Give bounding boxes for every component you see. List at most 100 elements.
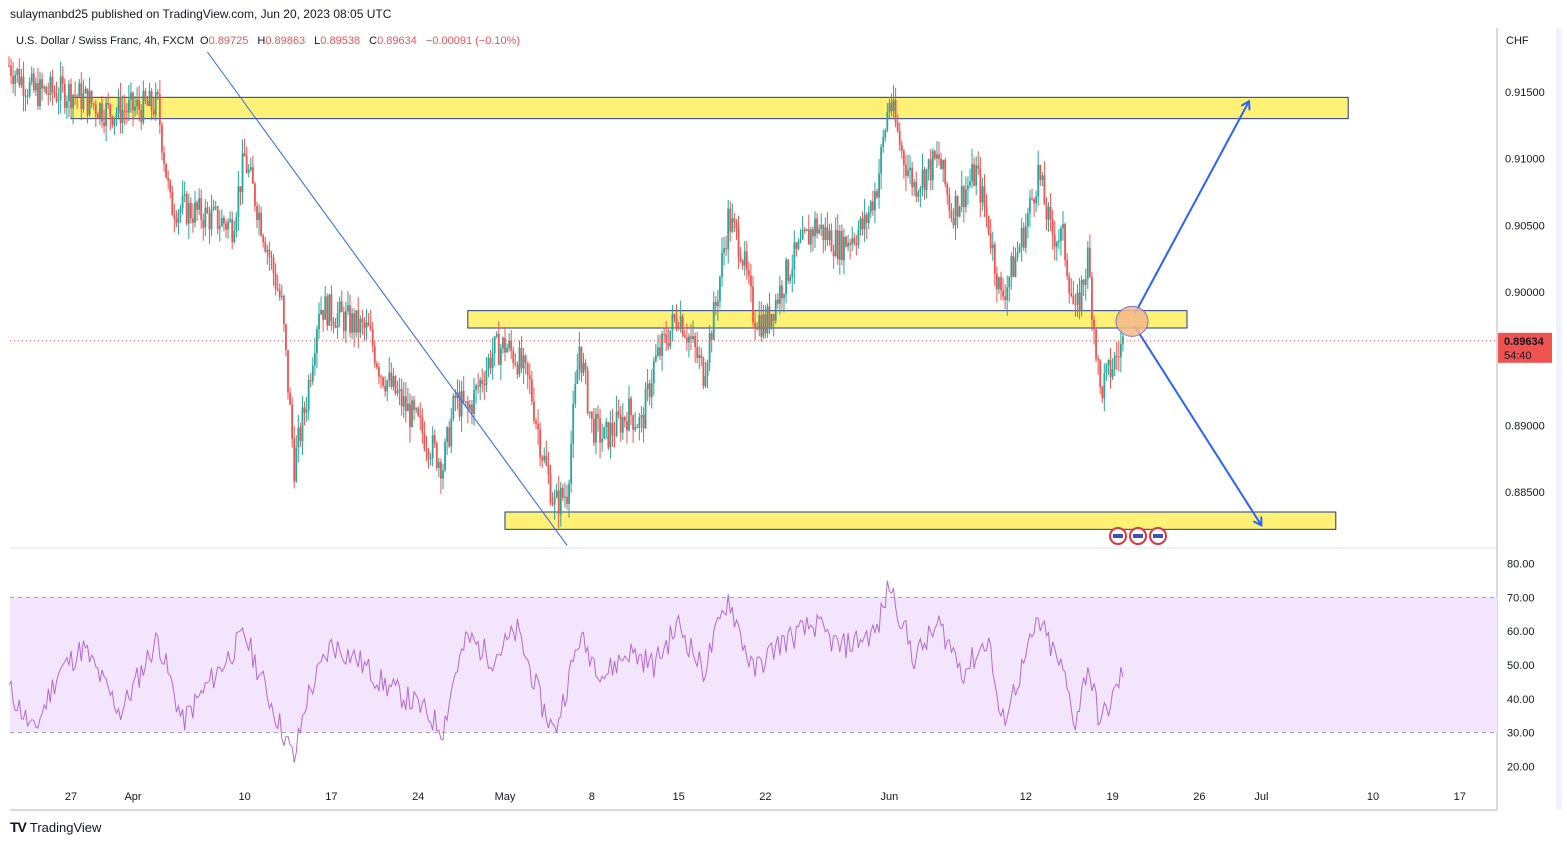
candle-body-260 [545,455,548,465]
candle-body-349 [729,208,732,232]
candle-body-480 [1000,277,1002,291]
candle-body-179 [378,367,380,377]
candle-body-441 [919,187,922,193]
candle-body-148 [313,352,316,366]
candle-body-392 [818,229,821,234]
candle-body-8 [24,95,27,97]
candle-body-82 [177,212,180,223]
candle-body-81 [175,218,178,223]
candle-body-235 [493,336,496,354]
candle-body-373 [778,285,781,304]
candle-body-266 [557,490,560,515]
candle-body-468 [975,165,978,186]
low-label: L [314,35,321,47]
low-value: 0.89538 [320,35,361,47]
candle-body-279 [584,362,587,370]
candle-body-356 [743,251,746,266]
candle-body-425 [886,112,889,131]
candle-body-364 [760,315,763,337]
candle-body-245 [514,363,517,365]
candle-body-538 [1119,343,1122,358]
candle-body-147 [311,365,314,382]
candle-body-340 [710,333,713,340]
symbol-label: U.S. Dollar / Swiss Franc, 4h, FXCM [16,35,194,47]
candle-body-326 [681,316,684,336]
candle-body-463 [964,189,967,208]
candle-body-174 [367,322,370,326]
candle-body-495 [1031,197,1033,200]
candle-body-166 [351,313,353,333]
candle-body-175 [369,325,372,330]
candle-body-52 [115,112,118,118]
candle-body-19 [47,93,50,95]
candle-body-265 [555,490,558,498]
candle-body-111 [237,186,240,217]
projection-arrow-1 [1134,326,1261,526]
candle-body-165 [349,305,351,333]
candle-body-453 [944,159,947,185]
candle-body-17 [43,86,46,89]
candle-body-276 [578,346,581,370]
candle-body-507 [1055,242,1058,247]
candle-body-181 [382,377,384,386]
candle-body-431 [898,130,901,146]
candle-body-214 [450,418,453,447]
candle-body-481 [1002,290,1004,297]
candle-body-331 [692,336,694,340]
candle-body-255 [535,420,537,424]
candle-body-120 [256,206,258,221]
candle-body-133 [282,295,285,325]
candle-body-77 [167,177,170,181]
candle-body-153 [324,296,327,320]
candle-body-68 [148,91,151,106]
candle-body-140 [297,427,300,448]
candle-body-369 [770,314,773,327]
candle-body-164 [347,305,349,312]
candle-body-85 [183,194,186,196]
candle-body-374 [781,285,783,299]
time-tick-11: 19 [1106,791,1118,803]
change-value: −0.00091 (−0.10%) [425,35,521,47]
candle-body-499 [1039,164,1042,180]
candle-body-193 [406,403,409,412]
rsi-pane [8,580,1497,763]
candle-body-73 [158,94,161,125]
candle-body-239 [502,337,504,349]
close-value: 0.89634 [377,35,417,47]
candle-body-490 [1020,227,1023,247]
candle-body-357 [745,251,748,271]
candle-body-322 [673,314,676,318]
time-tick-7: 15 [672,791,684,803]
candle-body-404 [843,236,845,261]
candle-body-144 [305,409,308,413]
candle-body-162 [342,312,345,332]
candle-body-501 [1043,175,1046,205]
candle-body-241 [506,347,508,353]
drawings-layer [10,51,1497,546]
tradingview-brand[interactable]: TV TradingView [10,819,101,835]
candle-body-236 [495,333,498,337]
candle-body-528 [1099,360,1102,388]
candle-body-361 [754,322,756,328]
candle-body-25 [59,76,62,100]
candle-body-395 [824,227,827,240]
candle-body-435 [907,170,909,176]
candle-body-42 [94,104,97,115]
candle-body-262 [549,474,552,504]
candle-body-63 [138,99,141,110]
candle-body-205 [431,435,434,459]
candle-body-319 [667,343,670,347]
candle-body-309 [646,383,649,390]
candle-body-529 [1101,387,1104,399]
candle-body-143 [303,407,306,413]
candle-body-452 [942,159,945,170]
candle-body-14 [37,82,39,107]
rsi-tick-6: 20.00 [1507,761,1535,773]
candle-body-535 [1113,355,1116,370]
candle-body-347 [725,248,728,250]
candle-body-391 [816,218,818,234]
candle-body-253 [530,379,533,402]
candle-body-103 [220,217,223,226]
candle-body-118 [251,167,254,184]
